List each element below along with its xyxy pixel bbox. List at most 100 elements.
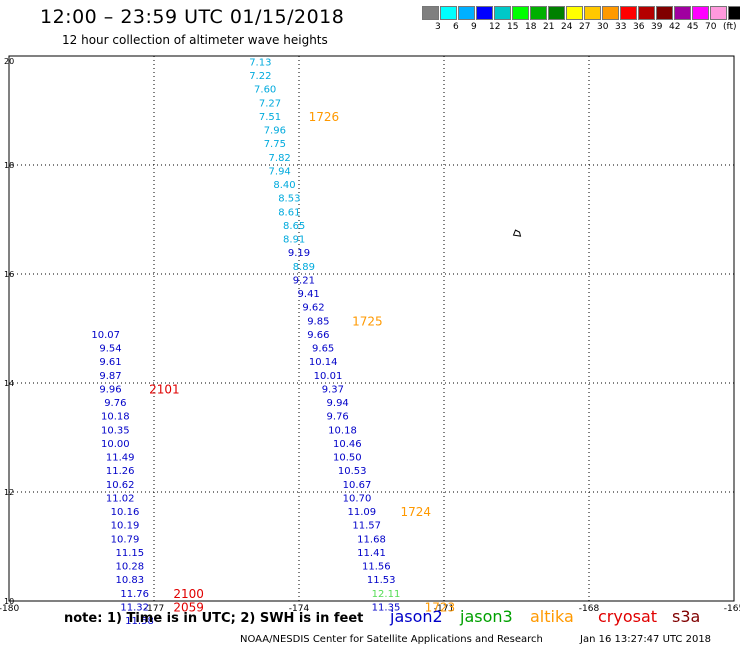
wave-height-value: 9.76 [104, 398, 126, 409]
scale-swatch [728, 6, 740, 20]
scale-label: 21 [543, 22, 555, 32]
wave-height-value: 11.35 [372, 602, 401, 613]
mission-jason3: jason3 [460, 607, 513, 626]
scale-label: 18 [525, 22, 537, 32]
wave-height-value: 10.46 [333, 439, 362, 450]
wave-height-value: 11.76 [120, 589, 149, 600]
scale-swatch [602, 6, 619, 20]
wave-height-value: 11.15 [116, 548, 145, 559]
scale-swatch [710, 6, 727, 20]
y-tick-label: 18 [4, 161, 14, 170]
wave-height-value: 9.37 [322, 384, 344, 395]
wave-height-value: 9.54 [99, 344, 121, 355]
wave-height-value: 10.83 [116, 575, 145, 586]
x-tick-label: -165 [724, 604, 740, 614]
scale-label: 42 [669, 22, 681, 32]
credit-line: NOAA/NESDIS Center for Satellite Applica… [240, 634, 543, 645]
footer-note: note: 1) Time is in UTC; 2) SWH is in fe… [64, 611, 364, 626]
wave-height-value: 8.53 [278, 194, 300, 205]
scale-swatch [620, 6, 637, 20]
scale-swatch [530, 6, 547, 20]
scale-label: 39 [651, 22, 663, 32]
scale-label: 6 [453, 22, 459, 32]
wave-height-value: 10.16 [111, 507, 140, 518]
wave-height-value: 10.14 [309, 357, 338, 368]
wave-height-value: 9.66 [307, 330, 329, 341]
wave-height-value: 10.07 [91, 330, 120, 341]
scale-swatch [674, 6, 691, 20]
wave-height-value: 9.19 [288, 248, 310, 259]
pass-time-label: 2100 [173, 587, 204, 601]
x-tick-label: -177 [144, 604, 164, 614]
scale-swatch [458, 6, 475, 20]
wave-height-value: 10.19 [111, 521, 140, 532]
wave-height-value: 11.57 [352, 521, 381, 532]
scale-swatch [476, 6, 493, 20]
x-tick-label: -171 [434, 604, 454, 614]
scale-label: 12 [489, 22, 501, 32]
mission-altika: altika [530, 607, 574, 626]
island-outline [512, 229, 522, 237]
wave-height-value: 9.85 [307, 316, 329, 327]
wave-height-value: 12.11 [372, 589, 401, 600]
wave-height-value: 9.96 [99, 384, 121, 395]
scale-label: 9 [471, 22, 477, 32]
scale-swatch [656, 6, 673, 20]
y-tick-label: 20 [4, 57, 14, 66]
wave-height-value: 9.87 [99, 371, 121, 382]
pass-time-label: 2059 [173, 600, 204, 614]
page-title: 12:00 – 23:59 UTC 01/15/2018 [40, 6, 345, 28]
wave-height-value: 9.62 [302, 303, 324, 314]
scale-label: 45 [687, 22, 699, 32]
pass-time-label: 1725 [352, 314, 383, 328]
scale-label: 3 [435, 22, 441, 32]
wave-height-value: 8.40 [273, 180, 295, 191]
x-tick-label: -168 [579, 604, 600, 614]
color-scale [422, 6, 740, 20]
page-subtitle: 12 hour collection of altimeter wave hei… [62, 33, 328, 47]
wave-height-value: 7.22 [249, 71, 271, 82]
wave-height-value: 7.96 [264, 126, 286, 137]
scale-label: 30 [597, 22, 609, 32]
y-tick-label: 14 [4, 379, 14, 388]
wave-height-value: 11.68 [357, 534, 386, 545]
wave-height-value: 11.09 [348, 507, 377, 518]
scale-label: 36 [633, 22, 645, 32]
wave-height-value: 7.13 [249, 57, 271, 68]
scale-label: 24 [561, 22, 573, 32]
wave-height-value: 10.67 [343, 480, 372, 491]
mission-jason2: jason2 [390, 607, 443, 626]
map-frame [8, 55, 735, 602]
generated-timestamp: Jan 16 13:27:47 UTC 2018 [580, 634, 712, 645]
scale-swatch [638, 6, 655, 20]
scale-swatch [512, 6, 529, 20]
pass-time-label: 1724 [401, 505, 432, 519]
wave-height-value: 11.26 [106, 466, 135, 477]
wave-height-value: 10.18 [101, 412, 130, 423]
scale-label: 33 [615, 22, 627, 32]
wave-height-value: 11.53 [367, 575, 396, 586]
wave-height-value: 9.21 [293, 275, 315, 286]
scale-label: 70 [705, 22, 717, 32]
scale-label: (ft) [723, 22, 737, 32]
wave-height-value: 9.41 [298, 289, 320, 300]
wave-height-value: 11.58 [125, 616, 154, 627]
wave-height-value: 11.41 [357, 548, 386, 559]
wave-height-value: 10.01 [314, 371, 343, 382]
wave-height-value: 9.61 [99, 357, 121, 368]
wave-height-value: 9.76 [327, 412, 349, 423]
wave-height-value: 10.35 [101, 425, 130, 436]
x-tick-label: -180 [0, 604, 19, 614]
y-tick-label: 10 [4, 597, 14, 606]
mission-s3a: s3a [672, 607, 701, 626]
pass-time-label: 1723 [425, 600, 456, 614]
wave-height-value: 7.75 [264, 139, 286, 150]
wave-height-value: 9.94 [327, 398, 349, 409]
wave-height-value: 7.51 [259, 112, 281, 123]
pass-time-label: 1726 [309, 110, 340, 124]
scale-swatch [692, 6, 709, 20]
scale-swatch [494, 6, 511, 20]
scale-swatch [584, 6, 601, 20]
scale-swatch [440, 6, 457, 20]
